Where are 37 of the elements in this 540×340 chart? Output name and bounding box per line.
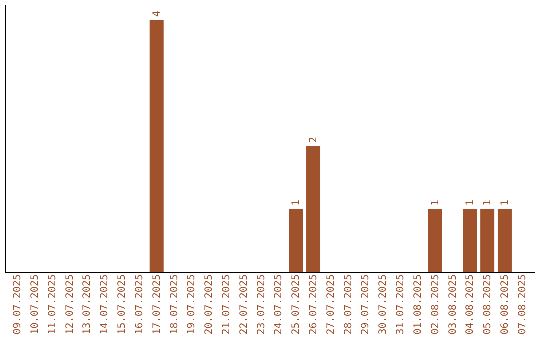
x-tick-label: 20.07.2025 [204, 274, 216, 335]
data-label: 1 [500, 200, 511, 206]
data-label: 1 [482, 200, 494, 206]
x-tick-label: 30.07.2025 [378, 274, 390, 335]
x-tick-label: 25.07.2025 [291, 274, 302, 335]
x-tick-label: 01.08.2025 [412, 274, 424, 335]
x-tick-label: 21.07.2025 [221, 274, 232, 335]
data-label: 2 [308, 137, 320, 144]
x-tick-label: 10.07.2025 [30, 274, 42, 335]
x-tick-label: 31.07.2025 [396, 274, 407, 335]
x-tick-label: 27.07.2025 [326, 274, 337, 335]
x-tick-label: 05.08.2025 [482, 274, 494, 335]
data-label: 1 [465, 200, 476, 206]
x-tick-label: 22.07.2025 [238, 274, 250, 335]
x-tick-label: 17.07.2025 [152, 274, 163, 335]
x-tick-label: 12.07.2025 [64, 274, 76, 335]
x-tick-label: 15.07.2025 [117, 274, 128, 335]
x-tick-label: 24.07.2025 [274, 274, 285, 335]
x-tick-label: 03.08.2025 [448, 274, 459, 335]
x-tick-label: 06.08.2025 [500, 274, 511, 335]
x-tick-label: 16.07.2025 [134, 274, 146, 335]
x-tick-label: 07.08.2025 [517, 274, 528, 335]
x-tick-label: 14.07.2025 [100, 274, 111, 335]
data-label: 4 [152, 11, 163, 18]
x-tick-label: 02.08.2025 [430, 274, 442, 335]
data-label: 1 [291, 200, 302, 206]
x-tick-label: 11.07.2025 [47, 274, 58, 335]
x-tick-label: 23.07.2025 [256, 274, 268, 335]
x-tick-label: 26.07.2025 [308, 274, 320, 335]
x-tick-label: 18.07.2025 [169, 274, 180, 335]
x-tick-label: 19.07.2025 [186, 274, 198, 335]
data-label: 1 [430, 200, 442, 206]
x-tick-label: 09.07.2025 [12, 274, 24, 335]
x-tick-label: 04.08.2025 [465, 274, 476, 335]
x-tick-label: 29.07.2025 [360, 274, 372, 335]
x-tick-label: 28.07.2025 [343, 274, 354, 335]
x-tick-label: 13.07.2025 [82, 274, 94, 335]
